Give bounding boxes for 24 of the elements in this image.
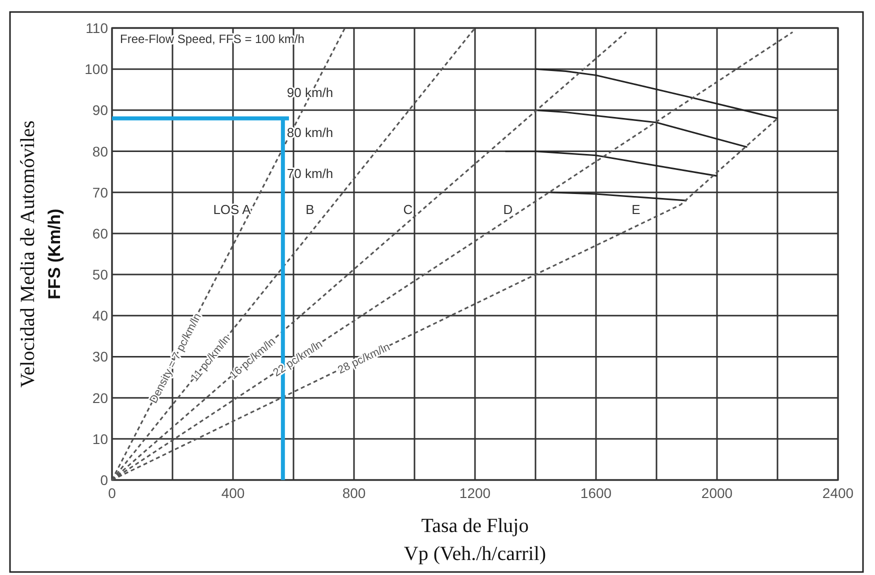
annotation: D [503, 202, 513, 217]
y-tick-label: 0 [100, 472, 108, 488]
y-tick-label: 100 [84, 61, 108, 78]
y-tick-label: 40 [92, 308, 108, 324]
y-tick-label: 80 [92, 143, 108, 160]
x-tick-label: 1200 [459, 485, 491, 501]
x-tick-label: 1600 [580, 485, 612, 501]
annotation: E [632, 202, 641, 217]
x-tick-label: 400 [221, 485, 245, 501]
x-tick-label: 2000 [701, 485, 733, 501]
y-tick-label: 20 [92, 390, 108, 406]
y-tick-label: 60 [92, 225, 108, 242]
y-tick-label: 110 [86, 20, 108, 36]
y-axis-title: Velocidad Media de Automóviles FFS (Km/h) [17, 120, 64, 388]
y-tick-label: 70 [92, 184, 108, 200]
y-tick-label: 30 [92, 348, 108, 365]
x-tick-label: 2400 [822, 485, 854, 501]
y-tick-label: 50 [92, 266, 108, 283]
x-tick-label: 800 [342, 485, 366, 501]
y-tick-label: 90 [92, 102, 108, 118]
annotation: C [403, 202, 413, 217]
x-axis-title: Tasa de Flujo Vp (Veh./h/carril) [404, 515, 546, 565]
annotation: B [306, 202, 314, 217]
y-tick-label: 10 [92, 430, 108, 447]
